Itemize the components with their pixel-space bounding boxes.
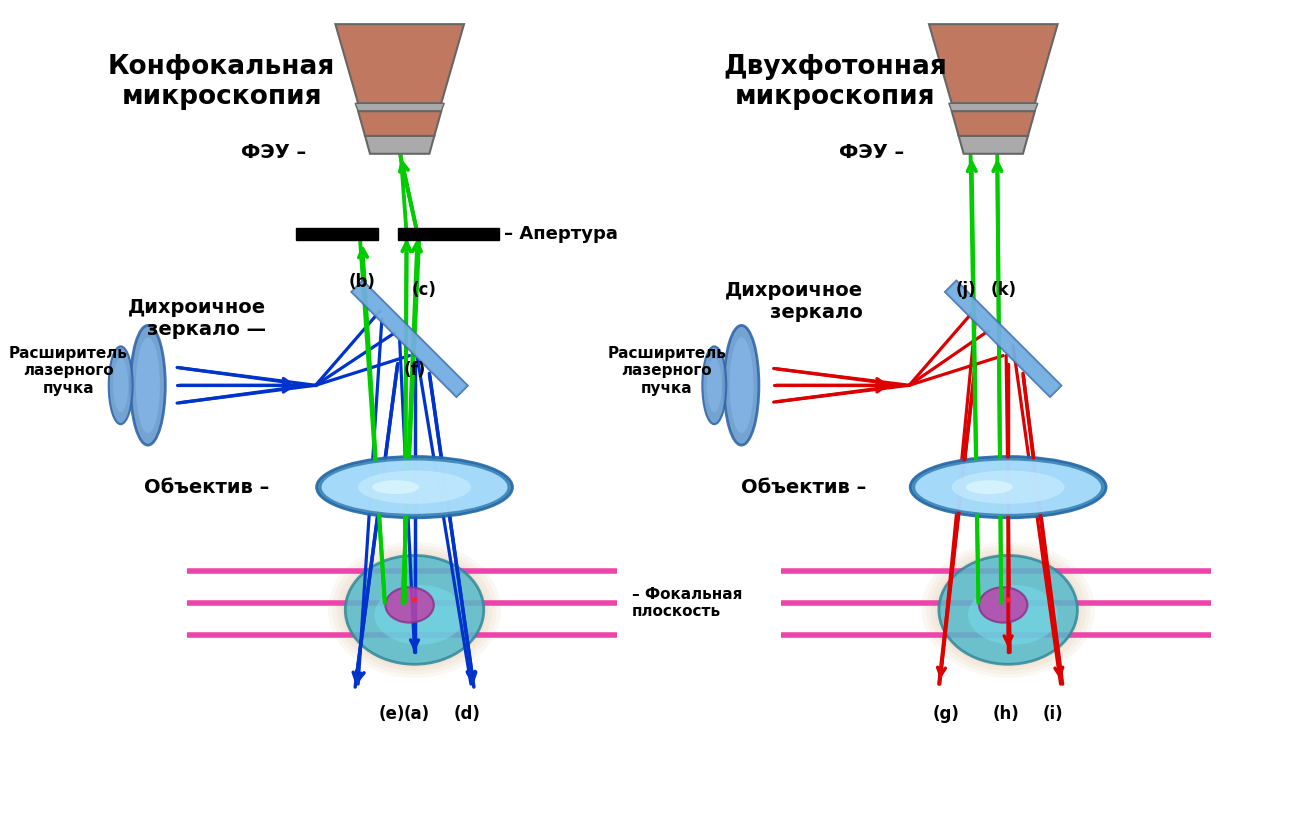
Ellipse shape <box>372 480 419 494</box>
Ellipse shape <box>939 556 1078 664</box>
Polygon shape <box>398 228 499 240</box>
Polygon shape <box>945 280 1061 397</box>
Polygon shape <box>296 228 378 240</box>
Text: Конфокальная
микроскопия: Конфокальная микроскопия <box>108 54 335 110</box>
Text: Объектив –: Объектив – <box>144 478 269 496</box>
Text: Объектив –: Объектив – <box>741 478 867 496</box>
Ellipse shape <box>385 587 434 622</box>
Ellipse shape <box>130 326 165 446</box>
Ellipse shape <box>922 542 1095 678</box>
Ellipse shape <box>1005 598 1011 603</box>
Ellipse shape <box>333 545 497 675</box>
Ellipse shape <box>707 358 722 412</box>
Polygon shape <box>355 104 445 111</box>
Polygon shape <box>335 24 464 104</box>
Ellipse shape <box>337 548 493 671</box>
Ellipse shape <box>358 470 471 504</box>
Ellipse shape <box>935 552 1082 667</box>
Text: ФЭУ –: ФЭУ – <box>240 143 306 162</box>
Ellipse shape <box>966 480 1013 494</box>
Ellipse shape <box>926 545 1091 675</box>
Text: (h): (h) <box>993 704 1019 723</box>
Ellipse shape <box>374 585 464 644</box>
Ellipse shape <box>317 456 512 518</box>
Text: Двухфотонная
микроскопия: Двухфотонная микроскопия <box>723 54 946 110</box>
Text: (a): (a) <box>403 704 429 723</box>
Polygon shape <box>949 104 1037 111</box>
Polygon shape <box>365 136 434 154</box>
Ellipse shape <box>979 587 1027 622</box>
Ellipse shape <box>729 337 754 433</box>
Text: Дихроичное
зеркало: Дихроичное зеркало <box>724 280 863 321</box>
Ellipse shape <box>724 326 759 446</box>
Text: Дихроичное
зеркало —: Дихроичное зеркало — <box>127 298 266 339</box>
Text: Расширитель
лазерного
пучка: Расширитель лазерного пучка <box>607 346 727 395</box>
Text: (i): (i) <box>1043 704 1063 723</box>
Text: (e): (e) <box>378 704 406 723</box>
Text: – Фокальная
плоскость: – Фокальная плоскость <box>632 587 742 619</box>
Text: ФЭУ –: ФЭУ – <box>838 143 905 162</box>
Ellipse shape <box>136 337 160 433</box>
Text: – Апертура: – Апертура <box>503 225 618 243</box>
Polygon shape <box>958 136 1028 154</box>
Ellipse shape <box>931 548 1086 671</box>
Ellipse shape <box>321 459 508 515</box>
Polygon shape <box>930 24 1058 104</box>
Ellipse shape <box>968 585 1058 644</box>
Text: (b): (b) <box>348 274 376 292</box>
Ellipse shape <box>952 470 1065 504</box>
Ellipse shape <box>109 346 133 424</box>
Ellipse shape <box>914 459 1102 515</box>
Ellipse shape <box>346 556 484 664</box>
Polygon shape <box>952 111 1035 136</box>
Polygon shape <box>358 111 441 136</box>
Ellipse shape <box>328 542 500 678</box>
Text: (d): (d) <box>454 704 481 723</box>
Ellipse shape <box>341 552 488 667</box>
Polygon shape <box>351 280 468 397</box>
Ellipse shape <box>910 456 1106 518</box>
Ellipse shape <box>702 346 727 424</box>
Ellipse shape <box>346 556 484 664</box>
Text: (g): (g) <box>932 704 959 723</box>
Polygon shape <box>351 280 468 397</box>
Text: (j): (j) <box>956 281 976 299</box>
Text: (c): (c) <box>412 281 437 299</box>
Text: Расширитель
лазерного
пучка: Расширитель лазерного пучка <box>9 346 127 395</box>
Ellipse shape <box>113 358 129 412</box>
Text: (f): (f) <box>403 361 425 379</box>
Ellipse shape <box>939 556 1078 664</box>
Text: (k): (k) <box>991 281 1017 299</box>
Polygon shape <box>945 280 1061 397</box>
Ellipse shape <box>412 598 417 603</box>
